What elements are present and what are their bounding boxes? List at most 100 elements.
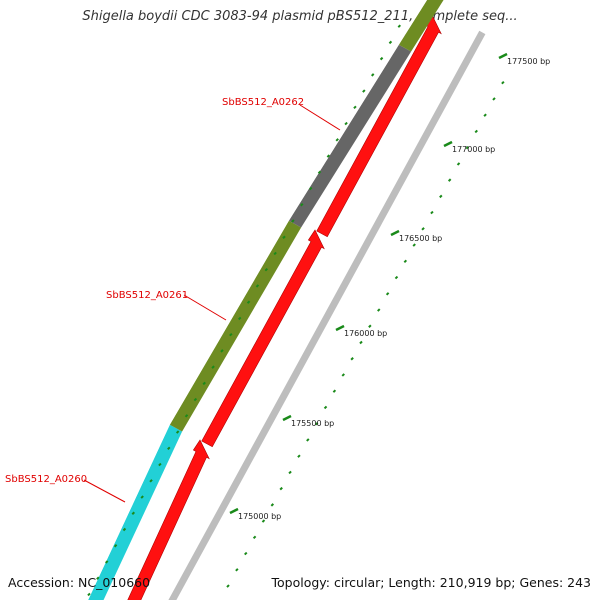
tick-label: 175000 bp	[238, 512, 281, 521]
minor-tick	[501, 81, 505, 85]
minor-tick	[291, 219, 295, 223]
minor-tick	[403, 259, 408, 264]
tick-label: 177000 bp	[452, 145, 495, 154]
minor-tick	[288, 470, 292, 475]
gene-label-leader	[299, 104, 341, 131]
minor-tick	[308, 186, 313, 191]
label-layer: SbBS512_A0260 SbBS512_A0261 SbBS512_A0262	[5, 97, 341, 503]
minor-tick	[96, 576, 100, 580]
minor-tick	[332, 389, 337, 393]
minor-tick	[412, 243, 416, 247]
gene-band-sbbs512_a0260-0	[88, 424, 183, 600]
accession-text: Accession: NC_010660	[8, 575, 151, 590]
major-tick	[229, 507, 239, 515]
minor-tick	[465, 145, 470, 150]
gene-band-edge-3	[397, 0, 428, 45]
minor-tick	[300, 203, 304, 207]
minor-tick	[226, 584, 230, 588]
minor-tick	[244, 551, 248, 556]
minor-tick	[439, 194, 443, 199]
minor-tick	[282, 235, 286, 239]
gene-label: SbBS512_A0262	[222, 97, 304, 108]
minor-tick	[341, 373, 345, 377]
minor-tick	[131, 511, 136, 515]
minor-tick	[237, 316, 242, 321]
gene-band-sbbs512_a0262-2	[288, 44, 412, 228]
major-tick	[335, 324, 345, 332]
gene-band-edge-2	[287, 43, 399, 221]
gene-label: SbBS512_A0260	[5, 474, 87, 485]
forward-track-segment-1	[127, 439, 210, 600]
minor-tick	[335, 138, 339, 142]
minor-tick	[362, 89, 366, 93]
minor-tick	[113, 544, 118, 548]
minor-tick	[297, 454, 301, 458]
minor-tick	[140, 495, 144, 499]
minor-tick	[377, 308, 381, 312]
minor-tick	[379, 56, 384, 61]
map-title: Shigella boydii CDC 3083-94 plasmid pBS5…	[82, 9, 518, 24]
minor-tick	[229, 332, 233, 337]
minor-tick	[255, 284, 260, 288]
major-tick	[443, 140, 453, 148]
minor-tick	[246, 300, 251, 304]
minor-tick	[421, 227, 425, 231]
minor-tick	[261, 519, 266, 523]
minor-tick	[306, 438, 310, 442]
minor-tick	[104, 560, 109, 564]
minor-tick	[323, 405, 328, 410]
major-tick	[390, 229, 400, 237]
minor-tick	[492, 97, 496, 101]
minor-tick	[370, 73, 375, 77]
minor-tick	[149, 479, 153, 483]
minor-tick	[350, 357, 354, 361]
minor-tick	[388, 40, 393, 45]
minor-tick	[167, 446, 171, 451]
minor-tick	[317, 170, 322, 174]
minor-tick	[385, 292, 390, 296]
minor-tick	[353, 105, 357, 110]
gene-band-sbbs512_a0261-3	[398, 0, 444, 52]
minor-tick	[235, 568, 239, 572]
topology-text: Topology: circular; Length: 210,919 bp; …	[271, 575, 592, 590]
forward-track-segment-2	[201, 229, 325, 448]
minor-tick	[87, 592, 91, 597]
major-tick	[498, 52, 508, 60]
gene-label-leader	[83, 479, 126, 503]
gene-band-edge-1	[168, 219, 289, 425]
minor-tick	[184, 414, 189, 418]
minor-tick	[193, 397, 198, 402]
minor-tick	[279, 486, 283, 491]
minor-tick	[175, 430, 180, 434]
tick-layer: 175000 bp 175500 bp 176000 bp 176500 bp 1770…	[87, 24, 550, 597]
tick-label: 176000 bp	[344, 329, 387, 338]
gene-label-leader	[183, 294, 227, 321]
minor-tick	[359, 340, 363, 345]
gene-band-sbbs512_a0261-1	[169, 220, 302, 432]
gene-label: SbBS512_A0261	[106, 290, 188, 301]
tick-label: 177500 bp	[507, 57, 550, 66]
minor-tick	[326, 154, 331, 158]
minor-tick	[456, 162, 461, 166]
minor-tick	[264, 268, 269, 272]
forward-track-segment-3	[316, 14, 442, 238]
minor-tick	[394, 275, 399, 280]
minor-tick	[211, 365, 215, 369]
tick-label: 176500 bp	[399, 234, 442, 243]
minor-tick	[202, 381, 206, 386]
minor-tick	[368, 324, 372, 328]
track-shadow	[168, 30, 486, 600]
major-tick	[282, 414, 292, 422]
minor-tick	[122, 527, 127, 532]
minor-tick	[430, 210, 434, 215]
minor-tick	[158, 462, 162, 467]
minor-tick	[397, 24, 402, 28]
track-layer	[85, 0, 486, 600]
minor-tick	[252, 535, 257, 540]
gene-band-edge-0	[85, 423, 170, 600]
tick-label: 175500 bp	[291, 419, 334, 428]
minor-tick	[483, 113, 487, 117]
minor-tick	[344, 121, 348, 126]
minor-tick	[314, 421, 319, 426]
